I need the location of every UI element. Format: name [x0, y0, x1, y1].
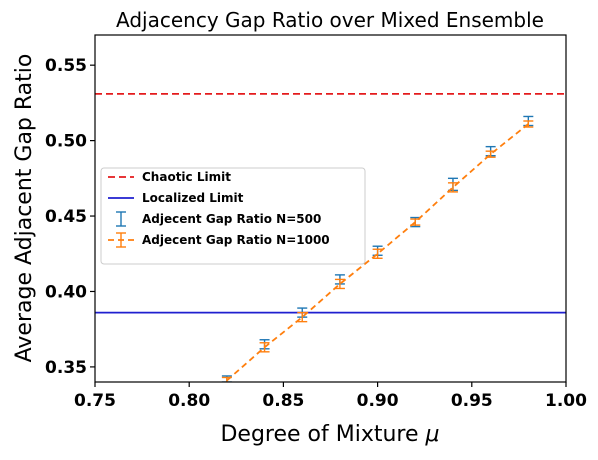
- x-axis-label: Degree of Mixture μ: [220, 422, 439, 447]
- y-axis: 0.35 0.40 0.45 0.50 0.55: [45, 56, 95, 378]
- legend-n500-label: Adjecent Gap Ratio N=500: [142, 212, 321, 226]
- legend: Chaotic Limit Localized Limit Adjecent Gap…: [100, 167, 366, 265]
- reference-lines: [95, 92, 566, 314]
- x-tick-label: 0.90: [357, 391, 399, 411]
- x-tick-label: 0.85: [262, 391, 304, 411]
- y-tick-label: 0.45: [45, 207, 87, 227]
- y-tick-label: 0.35: [45, 358, 87, 378]
- series-layer: [221, 115, 534, 382]
- x-tick-label: 0.95: [451, 391, 493, 411]
- x-axis-label-symbol: μ: [425, 422, 440, 447]
- legend-box: [100, 167, 366, 265]
- legend-n1000-label: Adjecent Gap Ratio N=1000: [142, 233, 330, 247]
- x-tick-label: 0.75: [74, 391, 116, 411]
- series-n1000-line: [226, 123, 529, 382]
- x-tick-label: 0.80: [168, 391, 210, 411]
- y-axis-label: Average Adjacent Gap Ratio: [12, 54, 37, 363]
- x-tick-label: 1.00: [545, 391, 587, 411]
- x-axis: 0.75 0.80 0.85 0.90 0.95 1.00: [74, 382, 587, 411]
- legend-localized-label: Localized Limit: [142, 191, 244, 205]
- y-tick-label: 0.40: [45, 282, 87, 302]
- x-axis-label-text: Degree of Mixture: [220, 422, 418, 447]
- y-tick-label: 0.55: [45, 56, 87, 76]
- plot-frame: [94, 34, 567, 383]
- y-tick-label: 0.50: [45, 132, 87, 152]
- legend-chaotic-label: Chaotic Limit: [142, 170, 231, 184]
- chart-title: Adjacency Gap Ratio over Mixed Ensemble: [116, 8, 544, 32]
